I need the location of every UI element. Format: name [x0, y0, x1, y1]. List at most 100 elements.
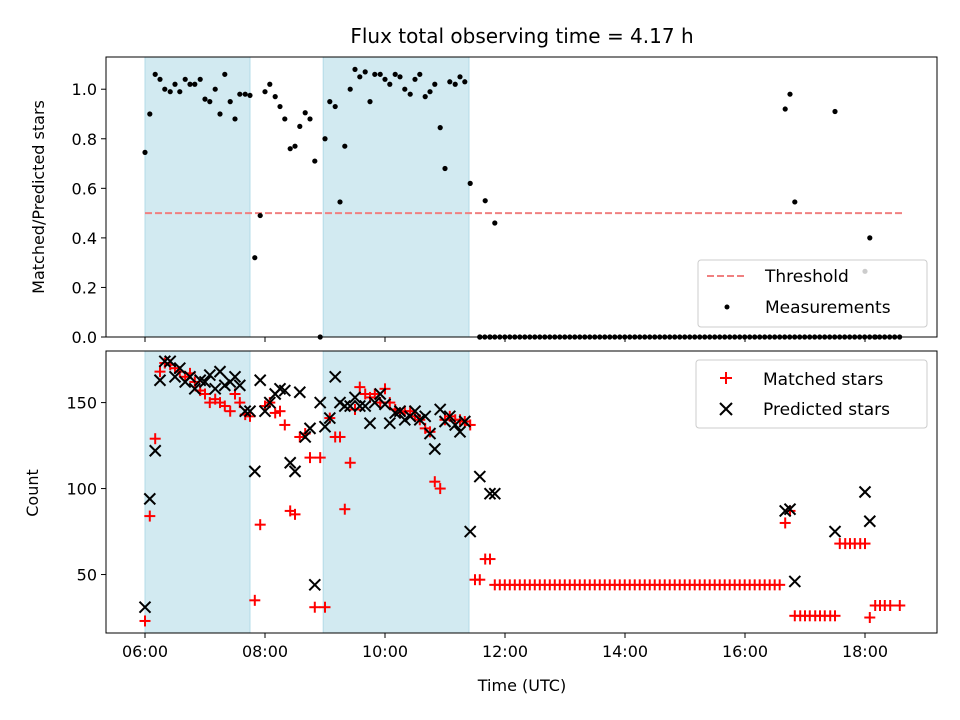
x-tick-label: 06:00: [122, 642, 168, 661]
matched-star-point: [219, 400, 231, 412]
predicted-star-point: [168, 370, 182, 383]
measurement-point: [247, 92, 253, 99]
predicted-star-point: [383, 417, 397, 430]
predicted-star-point: [398, 413, 412, 426]
matched-star-point: [319, 601, 331, 613]
predicted-star-point: [783, 502, 797, 516]
matched-star-point: [344, 457, 356, 469]
measurement-point: [462, 79, 468, 85]
predicted-star-point: [328, 370, 342, 383]
x-tick-label: 12:00: [482, 642, 528, 661]
matched-star-point: [144, 510, 156, 522]
predicted-star-point: [408, 404, 422, 418]
measurement-point: [357, 74, 363, 80]
measurement-point: [382, 76, 388, 82]
matched-star-point: [334, 431, 346, 443]
top-y-tick-label: 1.0: [72, 80, 97, 99]
matched-star-point: [139, 615, 151, 627]
measurement-point: [172, 81, 178, 87]
bottom-panel-frame: [105, 350, 938, 634]
predicted-star-point: [238, 404, 252, 418]
matched-star-point: [864, 612, 876, 624]
matched-star-point: [429, 476, 441, 488]
predicted-star-point: [338, 399, 352, 413]
measurement-point: [492, 220, 498, 226]
measurement-point: [347, 86, 353, 92]
matched-star-point: [304, 452, 316, 464]
measurement-point: [272, 94, 278, 100]
matched-star-point: [774, 579, 786, 591]
matched-star-point: [369, 388, 381, 400]
legend-measurements-swatch: [724, 304, 730, 310]
predicted-star-point: [198, 375, 212, 389]
measurement-point: [787, 91, 793, 97]
measurement-point: [202, 96, 208, 102]
measurement-point: [782, 106, 788, 112]
measurement-point: [387, 81, 393, 87]
predicted-star-point: [278, 384, 292, 397]
predicted-star-point: [213, 365, 227, 378]
x-tick-label: 18:00: [842, 642, 888, 661]
measurement-point: [322, 136, 328, 142]
measurement-point: [257, 212, 263, 219]
predicted-star-point: [253, 374, 267, 387]
bottom-legend-box: [695, 359, 928, 429]
predicted-star-point: [143, 492, 157, 506]
measurement-point: [142, 149, 148, 155]
predicted-star-point: [448, 418, 462, 432]
measurement-point: [402, 86, 408, 92]
measurement-point: [292, 143, 298, 149]
predicted-star-point: [148, 444, 162, 457]
measurement-point: [197, 76, 203, 82]
measurement-point: [417, 71, 423, 77]
measurement-point: [222, 71, 228, 77]
predicted-star-point: [288, 465, 302, 478]
predicted-star-point: [453, 425, 467, 439]
measurement-point: [267, 81, 273, 87]
measurement-point: [422, 94, 428, 100]
measurement-point: [437, 125, 443, 131]
measurement-point: [397, 74, 403, 80]
bottom-y-tick-label: 50: [77, 566, 97, 585]
predicted-star-point: [203, 368, 217, 382]
shaded-span-1: [144, 56, 251, 338]
predicted-star-point: [263, 396, 277, 409]
measurement-point: [152, 71, 158, 77]
matched-star-point: [484, 553, 496, 565]
matched-star-point: [309, 601, 321, 613]
matched-star-point: [829, 610, 841, 622]
measurement-point: [372, 71, 378, 77]
measurement-point: [207, 99, 213, 105]
predicted-star-point: [188, 382, 202, 396]
measurement-point: [177, 89, 183, 95]
predicted-star-point: [313, 396, 327, 409]
predicted-star-point: [433, 403, 447, 416]
predicted-star-point: [858, 485, 872, 499]
predicted-star-point: [308, 578, 322, 592]
measurement-point: [187, 81, 193, 87]
matched-star-point: [894, 599, 906, 611]
matched-star-point: [249, 594, 261, 606]
chart-title: Flux total observing time = 4.17 h: [350, 24, 693, 48]
predicted-star-point: [788, 575, 802, 588]
matched-star-point: [779, 517, 791, 529]
measurement-point: [482, 198, 488, 204]
measurement-point: [287, 146, 293, 152]
predicted-star-point: [298, 430, 312, 444]
measurement-point: [217, 111, 223, 117]
bottom-y-ticks: 50 100 150: [66, 394, 106, 585]
measurement-point: [162, 86, 168, 92]
shaded-span-1: [144, 350, 251, 634]
measurement-point: [212, 86, 218, 92]
predicted-stars-points: [138, 355, 877, 614]
predicted-star-point: [378, 398, 392, 411]
measurement-point: [832, 108, 838, 115]
bottom-y-tick-label: 100: [66, 480, 97, 499]
predicted-star-point: [463, 525, 477, 538]
matched-star-point: [274, 405, 286, 417]
measurement-point: [452, 81, 458, 87]
measurement-point: [352, 66, 358, 72]
x-axis-label: Time (UTC): [477, 676, 566, 695]
predicted-star-point: [353, 399, 367, 413]
measurement-point: [282, 116, 288, 122]
